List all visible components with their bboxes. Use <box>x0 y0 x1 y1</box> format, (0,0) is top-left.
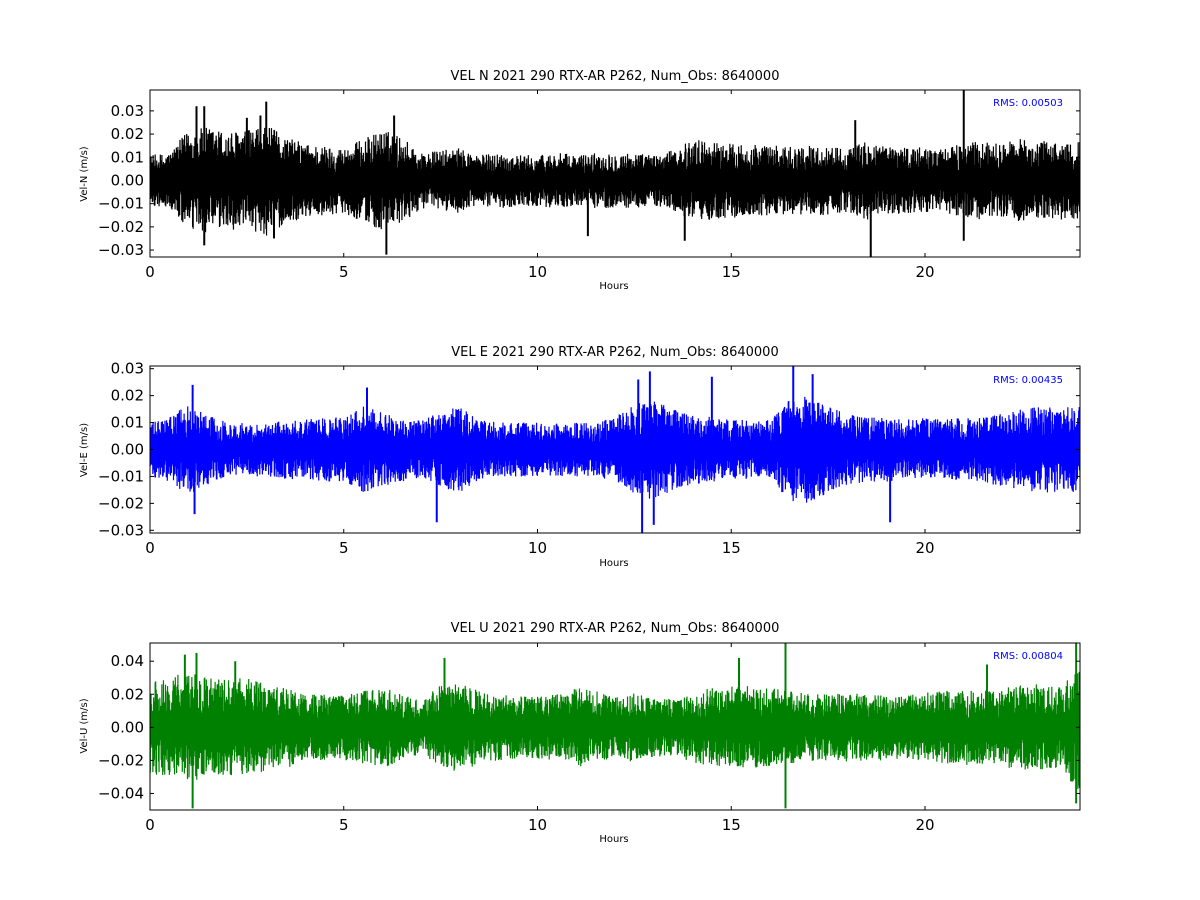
rms-label: RMS: 0.00804 <box>993 651 1063 662</box>
y-tick-label: −0.04 <box>98 784 144 802</box>
y-tick-label: −0.01 <box>98 467 144 485</box>
x-tick-label: 5 <box>339 816 349 834</box>
y-tick-label: 0.03 <box>111 360 144 378</box>
y-tick-label: −0.03 <box>98 241 144 259</box>
y-axis-label: Vel-E (m/s) <box>79 423 90 477</box>
x-axis-label: Hours <box>599 558 628 569</box>
x-tick-label: 0 <box>145 816 155 834</box>
y-tick-label: 0.01 <box>111 148 144 166</box>
y-tick-label: 0.02 <box>111 125 144 143</box>
series-line <box>150 396 1080 503</box>
x-tick-label: 5 <box>339 263 349 281</box>
y-tick-label: 0.01 <box>111 414 144 432</box>
x-tick-label: 15 <box>722 539 741 557</box>
y-tick-label: 0.00 <box>111 171 144 189</box>
y-axis-label: Vel-U (m/s) <box>79 698 90 753</box>
plot-area <box>150 643 1080 809</box>
y-tick-label: 0.00 <box>111 441 144 459</box>
chart-title: VEL E 2021 290 RTX-AR P262, Num_Obs: 864… <box>451 345 778 360</box>
x-tick-label: 20 <box>915 263 934 281</box>
panel-vel-n: VEL N 2021 290 RTX-AR P262, Num_Obs: 864… <box>79 69 1081 292</box>
x-tick-label: 20 <box>915 539 934 557</box>
plot-area <box>150 90 1080 257</box>
y-tick-label: −0.01 <box>98 195 144 213</box>
x-tick-label: 0 <box>145 263 155 281</box>
y-tick-label: 0.02 <box>111 685 144 703</box>
y-tick-label: 0.03 <box>111 102 144 120</box>
x-tick-label: 15 <box>722 816 741 834</box>
x-tick-label: 20 <box>915 816 934 834</box>
rms-label: RMS: 0.00435 <box>993 375 1063 386</box>
y-tick-label: −0.02 <box>98 218 144 236</box>
panel-vel-e: VEL E 2021 290 RTX-AR P262, Num_Obs: 864… <box>79 345 1081 569</box>
x-tick-label: 5 <box>339 539 349 557</box>
axes-frame <box>149 642 1081 811</box>
plot-area <box>150 366 1080 533</box>
chart-title: VEL N 2021 290 RTX-AR P262, Num_Obs: 864… <box>451 69 780 84</box>
series-line <box>150 126 1080 236</box>
chart-title: VEL U 2021 290 RTX-AR P262, Num_Obs: 864… <box>451 621 780 636</box>
x-tick-label: 0 <box>145 539 155 557</box>
x-axis-label: Hours <box>599 281 628 292</box>
x-tick-label: 10 <box>528 263 547 281</box>
x-tick-label: 10 <box>528 816 547 834</box>
y-tick-label: 0.04 <box>111 652 144 670</box>
panel-vel-u: VEL U 2021 290 RTX-AR P262, Num_Obs: 864… <box>79 621 1081 845</box>
y-tick-label: −0.02 <box>98 494 144 512</box>
y-tick-label: −0.03 <box>98 521 144 539</box>
series-line <box>150 671 1080 789</box>
x-tick-label: 10 <box>528 539 547 557</box>
x-axis-label: Hours <box>599 834 628 845</box>
y-tick-label: 0.00 <box>111 718 144 736</box>
x-tick-label: 15 <box>722 263 741 281</box>
y-tick-label: −0.02 <box>98 751 144 769</box>
rms-label: RMS: 0.00503 <box>993 98 1063 109</box>
y-axis-label: Vel-N (m/s) <box>79 146 90 201</box>
y-tick-label: 0.02 <box>111 387 144 405</box>
axes-frame <box>149 89 1081 258</box>
